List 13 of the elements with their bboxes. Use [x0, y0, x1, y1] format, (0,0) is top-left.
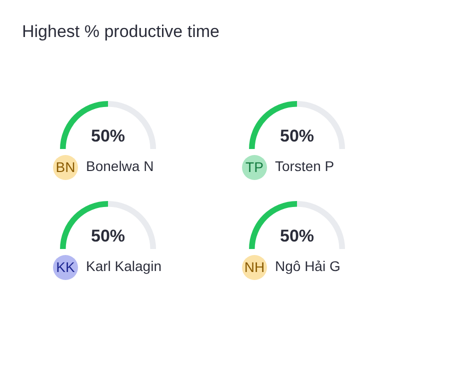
avatar-icon: NH	[242, 255, 267, 280]
text: Ngô Hải G	[275, 258, 340, 274]
avatar-icon: TP	[242, 155, 267, 180]
text: Karl Kalagin	[86, 258, 162, 274]
text: 50%	[90, 126, 126, 146]
text: 50%	[280, 226, 314, 246]
text: 50%	[280, 126, 314, 146]
text: 50%	[90, 226, 126, 246]
text: Bonelwa N	[86, 158, 154, 174]
text: Highest % productive time	[22, 22, 220, 42]
avatar-icon: KK	[53, 255, 78, 280]
text: Torsten P	[275, 158, 334, 174]
avatar-icon: BN	[53, 155, 78, 180]
